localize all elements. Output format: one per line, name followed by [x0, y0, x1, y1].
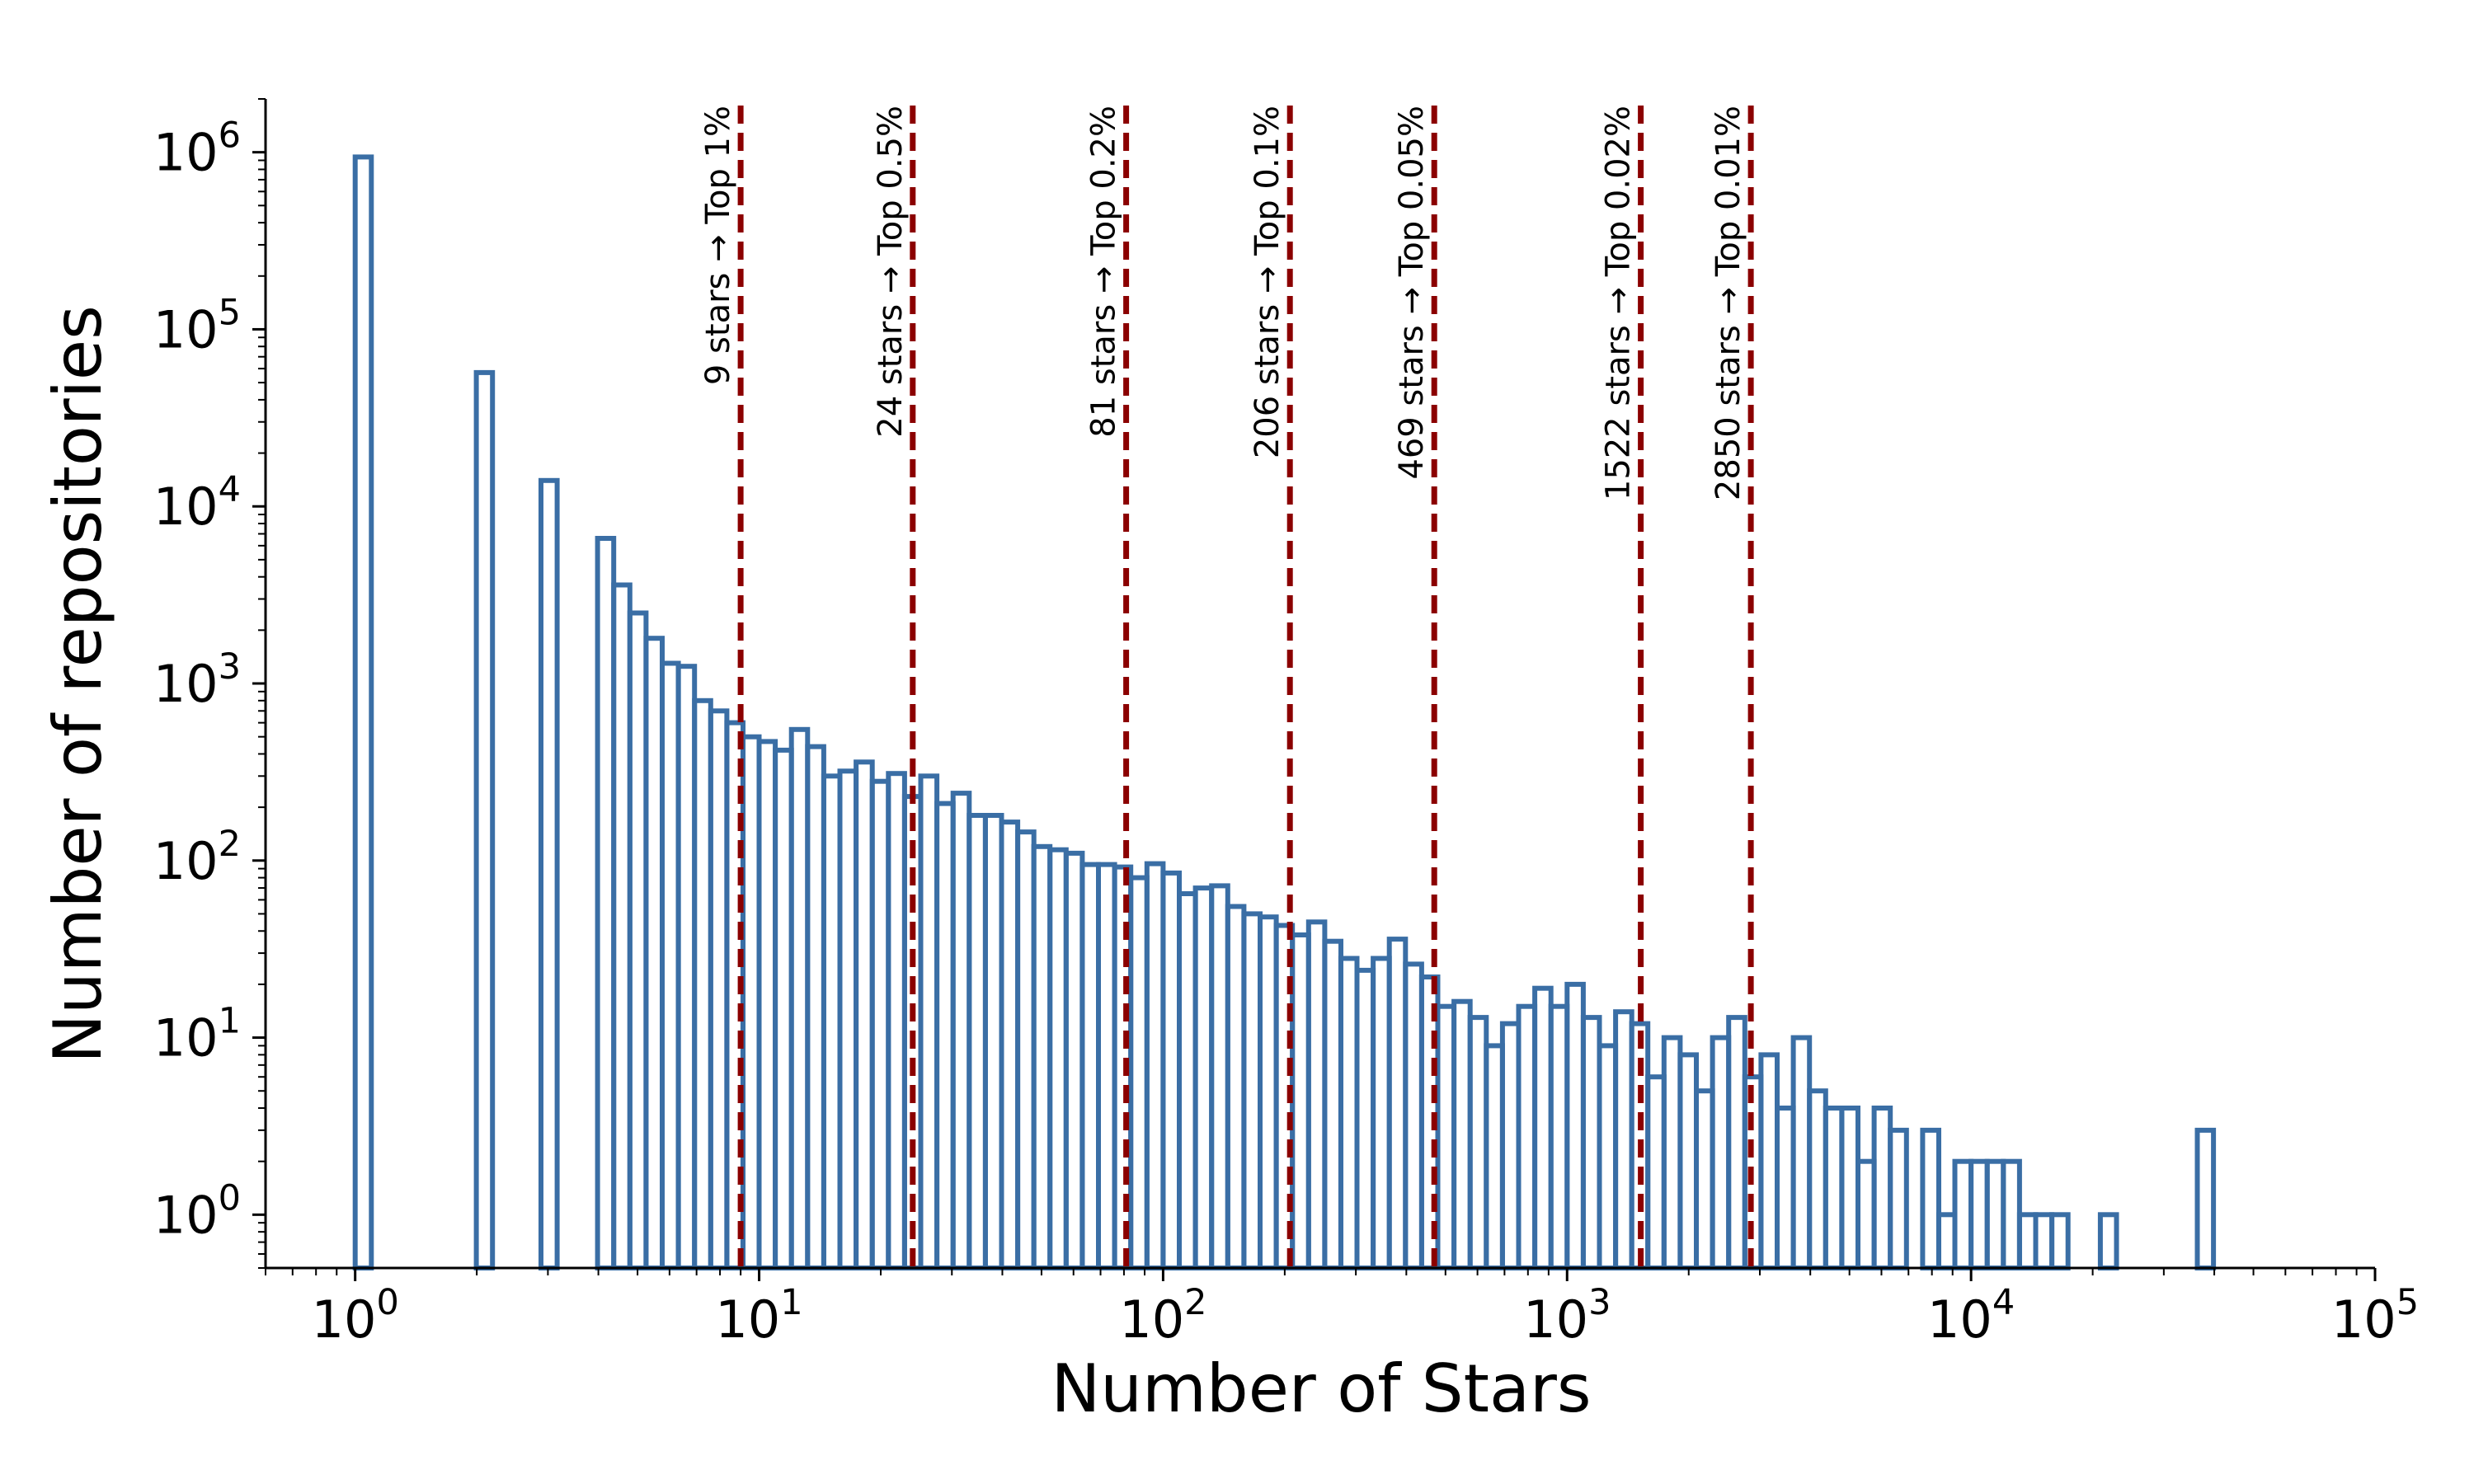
y-tick-label: 101	[153, 1001, 241, 1068]
y-tick-label: 104	[153, 469, 241, 537]
threshold-label: 469 stars → Top 0.05%	[1393, 106, 1431, 480]
threshold-label: 81 stars → Top 0.2%	[1085, 106, 1123, 438]
histogram-bar	[473, 369, 496, 1270]
y-axis-title: Number of repositories	[40, 305, 116, 1064]
tick-labels: 100 101 102 103 104 105 100 101 102 103 104 105 106	[153, 115, 2419, 1350]
threshold-label: 2850 stars → Top 0.01%	[1710, 106, 1747, 500]
histogram-bar	[2097, 1212, 2119, 1271]
y-tick-label: 105	[153, 292, 241, 359]
threshold-lines: 9 stars → Top 1% 24 stars → Top 0.5% 81 st…	[699, 106, 1754, 1268]
histogram-bar	[2194, 1127, 2217, 1271]
x-tick-label: 105	[2331, 1282, 2419, 1350]
histogram-bar	[352, 154, 374, 1270]
threshold-label: 206 stars → Top 0.1%	[1249, 106, 1286, 458]
x-tick-label: 101	[715, 1282, 802, 1350]
y-tick-label: 106	[153, 115, 241, 183]
x-tick-label: 102	[1119, 1282, 1206, 1350]
x-tick-label: 103	[1523, 1282, 1611, 1350]
histogram-bar	[539, 477, 560, 1270]
histogram-bar	[1888, 1127, 1909, 1271]
threshold-label: 24 stars → Top 0.5%	[872, 106, 910, 438]
axes	[252, 98, 2377, 1281]
y-tick-label: 100	[153, 1177, 241, 1245]
threshold-label: 1522 stars → Top 0.02%	[1600, 106, 1638, 500]
y-tick-label: 102	[153, 824, 241, 891]
histogram-bar	[2049, 1212, 2071, 1271]
x-axis-title: Number of Stars	[1051, 1350, 1591, 1427]
x-tick-label: 100	[312, 1282, 399, 1350]
y-tick-label: 103	[153, 646, 241, 714]
threshold-label: 9 stars → Top 1%	[699, 106, 737, 385]
x-tick-label: 104	[1927, 1282, 2015, 1350]
